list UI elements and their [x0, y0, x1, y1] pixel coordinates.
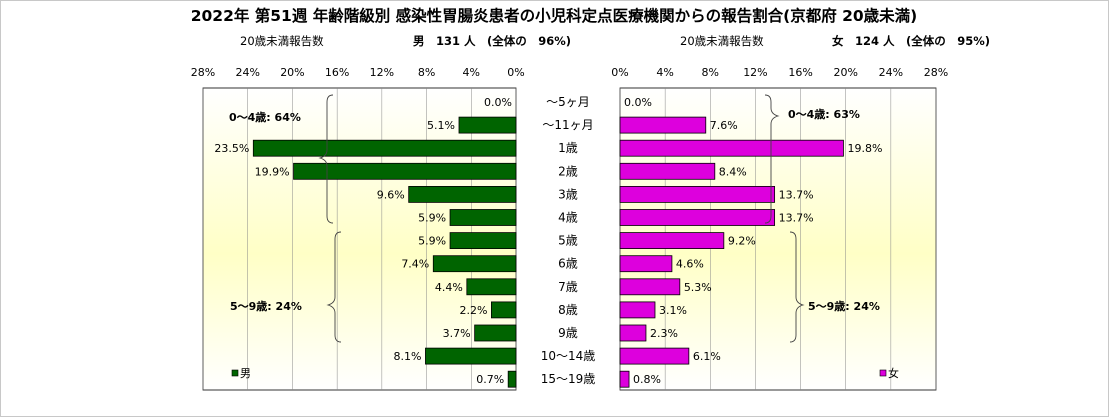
- male-axis-tick-label: 4%: [463, 66, 480, 79]
- age-category-label: 2歳: [558, 164, 578, 178]
- male-group-brace-5-9: [326, 231, 342, 343]
- male-bar: [408, 185, 517, 203]
- age-category-label: 10～14歳: [541, 349, 596, 363]
- female-axis-tick-label: 4%: [656, 66, 673, 79]
- female-data-label: 7.6%: [710, 119, 738, 132]
- age-category-label: 6歳: [558, 257, 578, 271]
- male-bar: [293, 162, 517, 180]
- female-header-value: 女 124 人 (全体の 95%): [832, 34, 990, 48]
- male-data-label: 8.1%: [394, 350, 422, 363]
- male-axis-tick-label: 12%: [370, 66, 394, 79]
- male-group-label-0-4: 0～4歳: 64%: [229, 110, 301, 124]
- female-data-label: 9.2%: [728, 235, 756, 248]
- male-header-value: 男 131 人 (全体の 96%): [413, 34, 571, 48]
- female-group-brace-5-9: [789, 231, 805, 343]
- female-data-label: 6.1%: [693, 350, 721, 363]
- male-data-label: 5.9%: [418, 235, 446, 248]
- female-bar: [619, 324, 647, 342]
- male-data-label: 9.6%: [377, 188, 405, 201]
- female-group-label-5-9: 5～9歳: 24%: [808, 299, 880, 313]
- female-header-label: 20歳未満報告数: [680, 34, 764, 48]
- age-category-label: ～11ヶ月: [542, 118, 593, 132]
- age-category-label: 3歳: [558, 187, 578, 201]
- male-axis-tick-label: 0%: [507, 66, 524, 79]
- male-bar: [432, 255, 517, 273]
- female-bar: [619, 370, 630, 388]
- age-category-label: 9歳: [558, 326, 578, 340]
- female-group-label-0-4: 0～4歳: 63%: [788, 107, 860, 121]
- female-bar: [619, 301, 656, 319]
- female-axis-tick-label: 16%: [788, 66, 812, 79]
- male-group-brace-0-4: [318, 94, 334, 224]
- male-data-label: 0.0%: [484, 96, 512, 109]
- female-bar: [619, 116, 707, 134]
- female-bar: [619, 162, 716, 180]
- age-category-label: 4歳: [558, 211, 578, 225]
- female-bar: [619, 139, 844, 157]
- male-data-label: 3.7%: [443, 327, 471, 340]
- male-bar: [252, 139, 517, 157]
- female-bar: [619, 278, 681, 296]
- male-data-label: 7.4%: [401, 258, 429, 271]
- female-data-label: 8.4%: [719, 165, 747, 178]
- female-group-brace-0-4: [764, 94, 780, 224]
- male-data-label: 5.1%: [427, 119, 455, 132]
- female-bar: [619, 185, 776, 203]
- female-data-label: 2.3%: [650, 327, 678, 340]
- male-bar: [491, 301, 517, 319]
- male-group-label-5-9: 5～9歳: 24%: [230, 299, 302, 313]
- female-data-label: 0.0%: [624, 96, 652, 109]
- male-legend-swatch: [231, 369, 239, 377]
- male-bar: [425, 347, 517, 365]
- age-category-label: 5歳: [558, 234, 578, 248]
- male-axis-tick-label: 24%: [235, 66, 259, 79]
- male-data-label: 19.9%: [255, 165, 290, 178]
- female-axis-tick-label: 8%: [702, 66, 719, 79]
- female-data-label: 4.6%: [676, 258, 704, 271]
- male-bar: [449, 232, 517, 250]
- age-category-label: 15～19歳: [541, 372, 596, 386]
- female-data-label: 3.1%: [659, 304, 687, 317]
- chart-title: 2022年 第51週 年齢階級別 感染性胃腸炎患者の小児科定点医療機関からの報告…: [191, 6, 918, 25]
- male-legend-label: 男: [240, 367, 251, 380]
- male-axis-tick-label: 20%: [280, 66, 304, 79]
- female-bar: [619, 347, 690, 365]
- male-data-label: 0.7%: [476, 373, 504, 386]
- female-axis-tick-label: 0%: [611, 66, 628, 79]
- male-axis-tick-label: 28%: [191, 66, 215, 79]
- female-data-label: 13.7%: [779, 212, 814, 225]
- female-bar: [619, 232, 725, 250]
- male-bar: [507, 370, 517, 388]
- male-bar: [458, 116, 517, 134]
- female-bar: [619, 255, 673, 273]
- female-data-label: 0.8%: [633, 373, 661, 386]
- male-axis-tick-label: 8%: [418, 66, 435, 79]
- female-axis-tick-label: 28%: [924, 66, 948, 79]
- age-category-label: ～5ヶ月: [546, 95, 590, 109]
- male-bar: [466, 278, 517, 296]
- female-bar: [619, 209, 776, 226]
- female-data-label: 13.7%: [779, 188, 814, 201]
- female-legend-swatch: [879, 369, 887, 377]
- female-data-label: 5.3%: [684, 281, 712, 294]
- female-axis-tick-label: 24%: [879, 66, 903, 79]
- male-axis-tick-label: 16%: [325, 66, 349, 79]
- male-data-label: 23.5%: [214, 142, 249, 155]
- male-bar: [449, 209, 517, 226]
- male-data-label: 5.9%: [418, 212, 446, 225]
- age-category-label: 8歳: [558, 303, 578, 317]
- male-bar: [474, 324, 517, 342]
- age-category-label: 7歳: [558, 280, 578, 294]
- male-data-label: 2.2%: [459, 304, 487, 317]
- female-data-label: 19.8%: [847, 142, 882, 155]
- female-axis-tick-label: 20%: [833, 66, 857, 79]
- age-category-label: 1歳: [558, 141, 578, 155]
- female-axis-tick-label: 12%: [743, 66, 767, 79]
- male-header-label: 20歳未満報告数: [240, 34, 324, 48]
- female-legend-label: 女: [888, 366, 899, 380]
- male-data-label: 4.4%: [435, 281, 463, 294]
